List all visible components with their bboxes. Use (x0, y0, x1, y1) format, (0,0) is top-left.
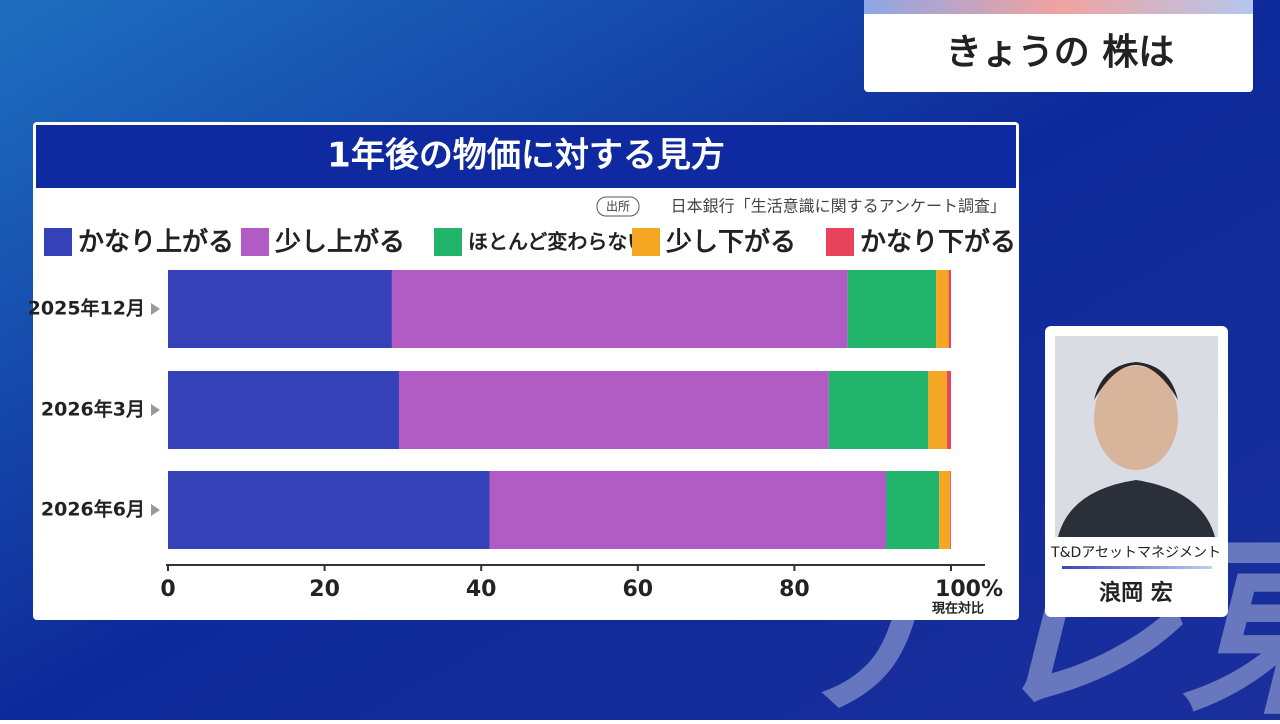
bar-segment (886, 471, 940, 549)
x-tick-label: 60 (622, 577, 653, 602)
title-bar (36, 125, 1016, 188)
legend-label: かなり上がる (78, 227, 234, 258)
legend-label: かなり下がる (860, 227, 1016, 258)
header-title: きょうの 株は (946, 32, 1175, 73)
y-tick-label: 2025年12月 (28, 297, 145, 320)
presenter-company: T&Dアセットマネジメント (1050, 545, 1221, 561)
source-tag-box (596, 196, 640, 217)
x-note: 現在対比 (932, 601, 984, 617)
y-tick-label: 2026年6月 (41, 498, 145, 521)
source-tag: 出所 (606, 200, 630, 214)
x-tick-label: 20 (309, 577, 340, 602)
x-tick-label: 0 (160, 577, 175, 602)
chart-title: 1年後の物価に対する見方 (327, 136, 725, 176)
header-card (864, 0, 1253, 92)
legend-swatch (434, 228, 462, 256)
category-marker (151, 404, 160, 416)
bar-segment (828, 371, 929, 449)
legend-label: 少し下がる (665, 227, 796, 258)
legend-swatch (826, 228, 854, 256)
bar-segment (928, 371, 948, 449)
source: 日本銀行「生活意識に関するアンケート調査」 (671, 197, 1006, 216)
legend-swatch (241, 228, 269, 256)
bar-segment (398, 371, 829, 449)
header-strip (864, 0, 1253, 14)
category-marker (151, 504, 160, 516)
legend-swatch (632, 228, 660, 256)
x-tick-label: 40 (466, 577, 497, 602)
x-tick-label: 100% (935, 577, 1003, 602)
legend-label: 少し上がる (274, 227, 405, 258)
y-tick-label: 2026年3月 (41, 398, 145, 421)
bar-segment (168, 371, 399, 449)
category-marker (151, 303, 160, 315)
presenter-name: 浪岡 宏 (1099, 580, 1173, 606)
photo-suit (1058, 480, 1215, 537)
bar-segment (939, 471, 951, 549)
legend-label: ほとんど変わらない (468, 230, 647, 254)
bar-segment (168, 270, 392, 348)
photo-face (1094, 366, 1178, 470)
bar-segment (847, 270, 937, 348)
bar-segment (936, 270, 949, 348)
x-tick-label: 80 (779, 577, 810, 602)
bar-segment (168, 471, 490, 549)
bar-segment (947, 371, 951, 449)
bar-segment (948, 270, 951, 348)
presenter-line (1062, 566, 1212, 569)
legend-swatch (44, 228, 72, 256)
photo-hair (1094, 362, 1178, 400)
chart: かなり上がる 少し上がる ほとんど変わらない 少し下がる かなり下がる 0 20 40 60 80… (28, 227, 1016, 617)
bar-segment (391, 270, 848, 348)
bar-segment (489, 471, 887, 549)
bar-segment (950, 471, 951, 549)
